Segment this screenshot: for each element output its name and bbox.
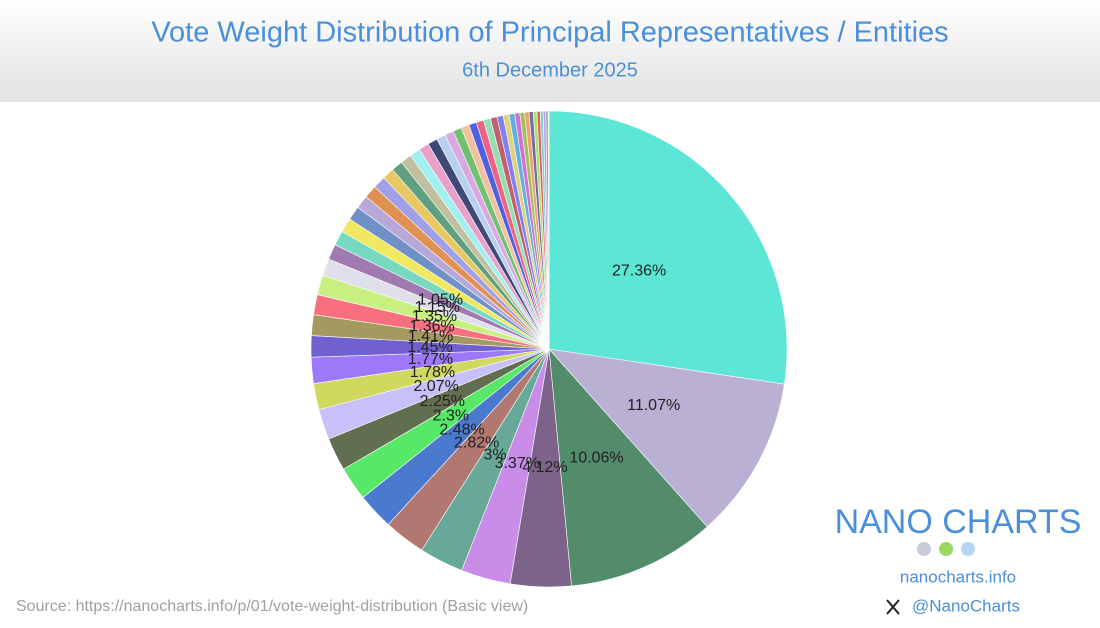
x-icon <box>886 599 900 615</box>
logo-icon <box>917 542 931 556</box>
slice-label: 10.06% <box>569 449 623 466</box>
pie: 27.36% 11.07% 10.06%4.12%3.37%3%2.82%2.48%… <box>310 110 788 588</box>
slice-label: 1.78% <box>410 364 455 381</box>
pie-slice <box>548 348 708 587</box>
header-band <box>0 0 1100 102</box>
slice-label: 2.82% <box>454 435 499 452</box>
slice-label: 3.37% <box>495 455 540 472</box>
chart-title: Vote Weight Distribution of Principal Re… <box>151 17 948 49</box>
handle: @NanoCharts <box>912 596 1020 615</box>
slice-label: 2.48% <box>439 421 484 438</box>
slice-label: 1.77% <box>408 351 453 368</box>
slice-label: 1.36% <box>409 318 454 335</box>
website: nanocharts.info <box>900 567 1016 586</box>
pie-slice <box>548 110 788 385</box>
slice-label: 2.07% <box>413 378 458 395</box>
slice-label: 2.25% <box>420 393 465 410</box>
pie-slice <box>548 348 785 528</box>
slice-label: 1.05% <box>418 292 463 309</box>
slice-label: 1.35% <box>412 308 457 325</box>
slice-label: 1.45% <box>407 339 452 356</box>
source-note: Source: https://nanocharts.info/p/01/vot… <box>16 598 528 615</box>
slice-label: 2.3% <box>433 408 469 425</box>
chart-subtitle: 6th December 2025 <box>462 59 638 81</box>
slice-label: 4.12% <box>522 459 567 476</box>
slice-label: 27.36% <box>612 263 666 280</box>
slice-label: 1.41% <box>408 328 453 345</box>
slice-label: 11.07% <box>627 397 680 414</box>
logo: NANO CHARTS <box>835 503 1082 541</box>
logo-icon <box>961 542 975 556</box>
logo-icon <box>939 542 953 556</box>
pie-slice <box>547 110 550 350</box>
slice-label: 3% <box>484 446 507 463</box>
slice-label: 1.15% <box>415 299 460 316</box>
